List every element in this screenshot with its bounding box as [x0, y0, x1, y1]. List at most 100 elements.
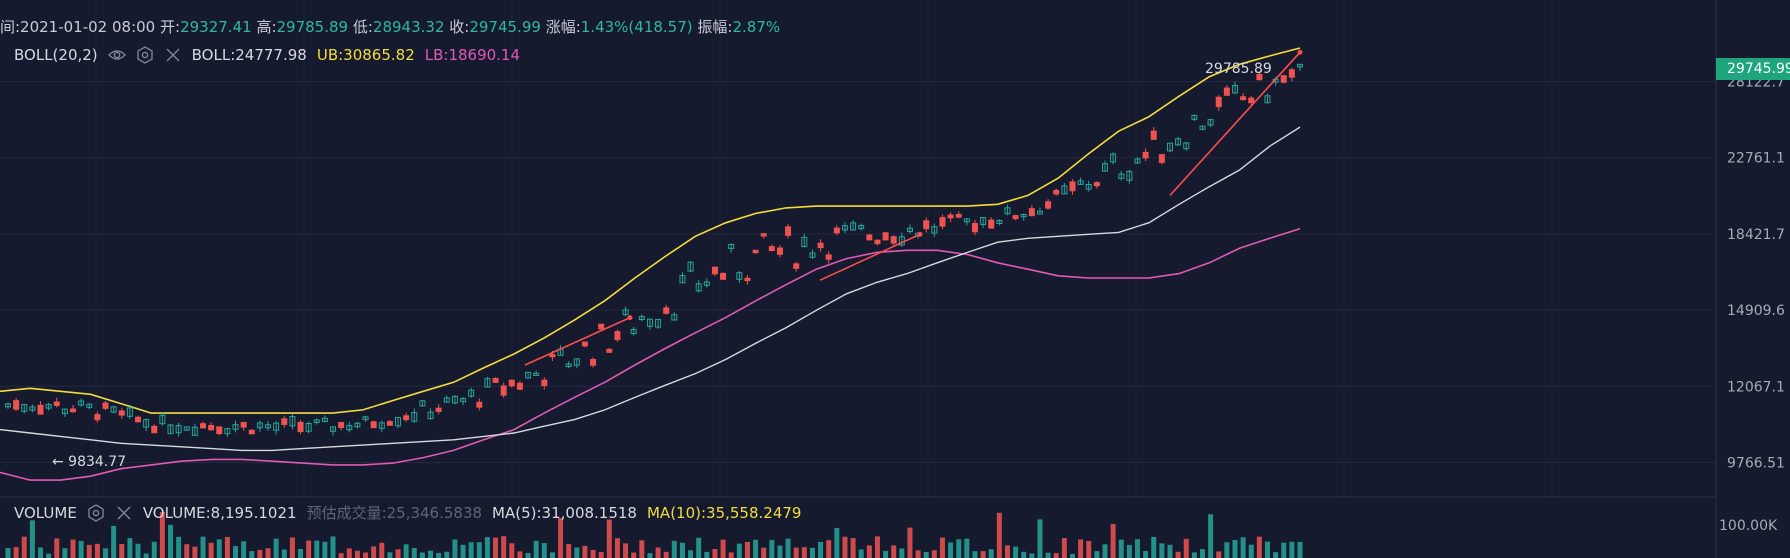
candle-body — [923, 220, 930, 230]
candle-body — [460, 398, 467, 403]
price-axis: 9766.5112067.114909.618421.722761.128122… — [1727, 75, 1785, 472]
volume-bar — [62, 548, 68, 558]
close-label: 收: — [449, 18, 470, 36]
candle-body — [1045, 201, 1052, 209]
candle-body — [1020, 214, 1027, 218]
close-icon[interactable] — [164, 46, 182, 64]
candle-body — [1085, 183, 1092, 190]
volume-bar — [411, 547, 417, 558]
candle-body — [1191, 114, 1198, 120]
volume-bar — [1151, 536, 1157, 558]
close-icon[interactable] — [115, 504, 133, 522]
candle-body — [289, 416, 296, 427]
candle-body — [1077, 180, 1084, 185]
high-price-label: 29785.89 — [1205, 61, 1272, 77]
volume-bar — [1037, 519, 1043, 558]
volume-bar — [468, 542, 474, 558]
price-tick-label: 14909.6 — [1727, 303, 1785, 319]
candle-body — [695, 283, 702, 292]
high-label: 高: — [256, 18, 277, 36]
candle-body — [622, 309, 629, 316]
candle-body — [533, 372, 540, 376]
trend-arrow-head — [1297, 49, 1303, 55]
price-tick-label: 12067.1 — [1727, 379, 1785, 395]
boll-value: BOLL:24777.98 — [191, 46, 307, 64]
candle-body — [1142, 151, 1149, 159]
volume-bar — [111, 525, 117, 558]
candle-body — [191, 426, 198, 436]
volume-bar — [1183, 538, 1189, 558]
trend-arrows — [524, 49, 1303, 366]
volume-bar — [298, 548, 304, 558]
candle-body — [354, 422, 361, 428]
candle-body — [630, 329, 637, 335]
candle-body — [1280, 75, 1287, 83]
candle-body — [1101, 163, 1108, 172]
volume-bar — [127, 538, 133, 558]
candle-body — [86, 403, 93, 408]
volume-bar — [1118, 539, 1124, 558]
volume-bar — [842, 536, 848, 558]
volume-bar — [13, 547, 19, 558]
candle-body — [224, 428, 231, 435]
candle-body — [5, 403, 11, 408]
volume-bar — [135, 543, 141, 558]
boll-lb-line — [0, 227, 1301, 481]
volume-axis-tick: 100.00K — [1719, 518, 1778, 534]
volume-bar — [517, 551, 523, 558]
candle-body — [1297, 63, 1303, 68]
candle-body — [850, 222, 857, 231]
candle-body — [78, 400, 85, 406]
candle-body — [996, 219, 1003, 225]
settings-icon[interactable] — [136, 46, 154, 64]
volume-bar — [460, 544, 466, 558]
candle-body — [468, 389, 475, 397]
candle-body — [500, 385, 507, 396]
candle-body — [208, 424, 215, 431]
eye-icon[interactable] — [107, 46, 126, 64]
candle-body — [94, 414, 101, 421]
volume-bar — [761, 547, 767, 558]
candle-body — [1158, 154, 1165, 163]
candle-body — [492, 377, 499, 383]
candle-body — [720, 272, 727, 280]
boll-indicator-name: BOLL(20,2) — [14, 46, 98, 64]
volume-bar — [696, 537, 702, 558]
candle-body — [45, 404, 52, 409]
volume-bar — [1256, 536, 1262, 558]
trend-arrow-head — [627, 315, 633, 321]
candle-body — [703, 281, 710, 286]
candle-body — [760, 233, 767, 237]
candle-body — [768, 246, 775, 252]
volume-bar — [379, 542, 385, 558]
volume-legend: VOLUME VOLUME:8,195.1021 预估成交量:25,346.58… — [14, 502, 801, 523]
volume-bar — [574, 547, 580, 558]
volume-bar — [54, 538, 60, 558]
volume-bar — [346, 548, 352, 558]
volume-bar — [354, 550, 360, 558]
close-value: 29745.99 — [469, 18, 541, 36]
candle-body — [801, 236, 808, 247]
candle-body — [988, 219, 995, 229]
candle-body — [411, 412, 418, 422]
volume-bar — [168, 524, 174, 558]
candle-body — [395, 416, 402, 427]
candle-body — [378, 422, 385, 429]
candle-body — [1134, 158, 1141, 164]
volume-bar — [525, 553, 531, 558]
candle-body — [126, 407, 133, 417]
candle-body — [541, 379, 548, 386]
candle-body — [443, 397, 450, 403]
volume-indicator-name: VOLUME — [14, 503, 77, 522]
candle-body — [1069, 181, 1076, 192]
candle-body — [573, 358, 580, 366]
candle-body — [143, 419, 150, 428]
amplitude-value: 2.87% — [732, 18, 781, 36]
candle-body — [200, 423, 207, 429]
volume-bar — [980, 551, 986, 558]
candle-body — [1248, 97, 1255, 104]
candle-body — [655, 318, 662, 328]
settings-icon[interactable] — [87, 503, 105, 522]
volume-bar — [1143, 551, 1149, 558]
